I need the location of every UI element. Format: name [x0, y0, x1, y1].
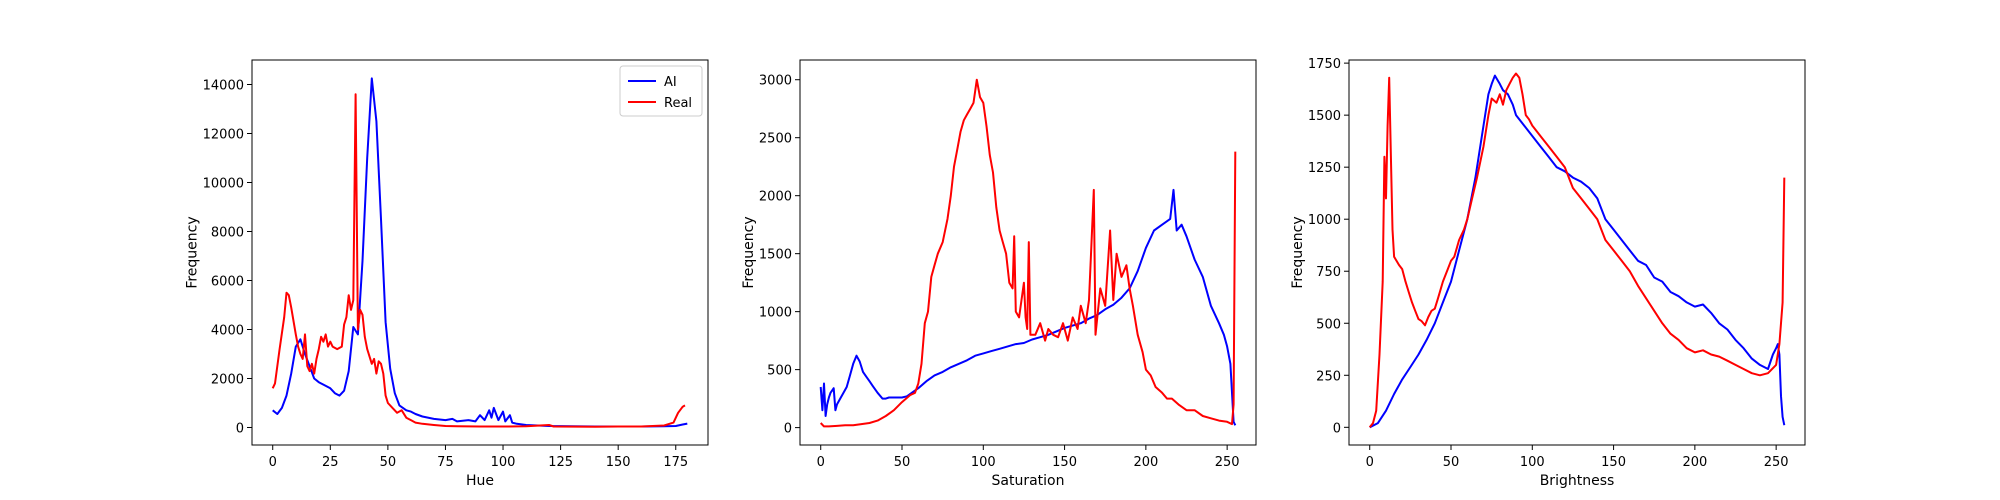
hue-y-tick-label: 4000 — [211, 323, 244, 338]
hue-x-tick-label: 150 — [606, 455, 631, 470]
saturation-x-tick-label: 200 — [1133, 455, 1158, 470]
saturation-x-axis-label: Saturation — [992, 473, 1065, 489]
saturation-x-tick-label: 250 — [1215, 455, 1240, 470]
saturation-axes-frame — [799, 59, 1257, 446]
saturation-y-tick-label: 1500 — [759, 248, 792, 263]
brightness-y-tick-label: 500 — [1316, 317, 1341, 332]
legend-box — [619, 65, 703, 117]
brightness-x-tick-label: 250 — [1764, 455, 1789, 470]
saturation-histogram-axes: 0 50 100 150 200 250050010001500200025003000S… — [741, 59, 1257, 489]
hue-x-tick-label: 175 — [663, 455, 688, 470]
brightness-histogram-axes: 0 50 100 150 200 250 0 250 500 750 1000 1250 1500 175… — [1290, 57, 1806, 489]
saturation-x-tick-label: 150 — [1052, 455, 1077, 470]
brightness-y-tick-label: 1000 — [1308, 213, 1341, 228]
saturation-x-tick-label: 0 — [817, 455, 825, 470]
hue-x-tick-label: 75 — [437, 455, 454, 470]
brightness-y-tick-label: 1500 — [1308, 109, 1341, 124]
legend: AI Real — [619, 65, 703, 117]
brightness-y-tick-label: 0 — [1333, 421, 1341, 436]
hue-x-tick-label: 125 — [548, 455, 573, 470]
hue-x-tick-label: 50 — [380, 455, 397, 470]
legend-label-ai: AI — [664, 75, 677, 90]
brightness-x-tick-label: 50 — [1443, 455, 1460, 470]
hue-y-tick-label: 0 — [236, 421, 244, 436]
hue-x-axis-label: Hue — [466, 473, 494, 489]
saturation-y-tick-label: 2000 — [759, 190, 792, 205]
hue-y-tick-label: 14000 — [203, 78, 244, 93]
brightness-y-axis-label: Frequency — [1290, 216, 1306, 288]
brightness-x-tick-label: 100 — [1520, 455, 1545, 470]
legend-label-real: Real — [664, 96, 692, 111]
saturation-y-axis-label: Frequency — [741, 216, 757, 288]
brightness-x-axis-label: Brightness — [1540, 473, 1615, 489]
saturation-y-tick-label: 1000 — [759, 306, 792, 321]
hue-y-tick-label: 6000 — [211, 274, 244, 289]
hue-x-tick-label: 100 — [491, 455, 516, 470]
brightness-series-ai-line — [1369, 74, 1786, 429]
hue-series-ai-line — [272, 77, 688, 428]
saturation-y-tick-label: 2500 — [759, 132, 792, 147]
brightness-y-tick-label: 1250 — [1308, 161, 1341, 176]
saturation-y-tick-label: 500 — [767, 364, 792, 379]
hue-histogram-axes: 0 25 50 75 100 125 150 175 0 2000 4000 6000 8000 1000… — [185, 59, 709, 489]
brightness-y-tick-label: 250 — [1316, 369, 1341, 384]
hue-y-tick-label: 8000 — [211, 225, 244, 240]
saturation-series-ai-line — [819, 188, 1237, 426]
brightness-y-tick-label: 750 — [1316, 265, 1341, 280]
hue-y-tick-label: 10000 — [203, 176, 244, 191]
brightness-x-tick-label: 200 — [1682, 455, 1707, 470]
hue-y-tick-label: 2000 — [211, 372, 244, 387]
brightness-y-tick-label: 1750 — [1308, 57, 1341, 72]
hue-axes-frame — [251, 59, 709, 446]
brightness-x-tick-label: 150 — [1601, 455, 1626, 470]
brightness-axes-frame — [1348, 59, 1806, 446]
saturation-series-real-line — [819, 78, 1237, 428]
hue-x-tick-label: 0 — [269, 455, 277, 470]
saturation-y-tick-label: 0 — [784, 422, 792, 437]
hue-series-real-line — [271, 93, 686, 428]
saturation-x-tick-label: 50 — [894, 455, 911, 470]
hue-x-tick-label: 25 — [322, 455, 339, 470]
saturation-x-tick-label: 100 — [971, 455, 996, 470]
hue-y-axis-label: Frequency — [185, 216, 201, 288]
saturation-y-tick-label: 3000 — [759, 74, 792, 89]
brightness-series-real-line — [1368, 72, 1786, 428]
brightness-x-tick-label: 0 — [1366, 455, 1374, 470]
hue-y-tick-label: 12000 — [203, 127, 244, 142]
